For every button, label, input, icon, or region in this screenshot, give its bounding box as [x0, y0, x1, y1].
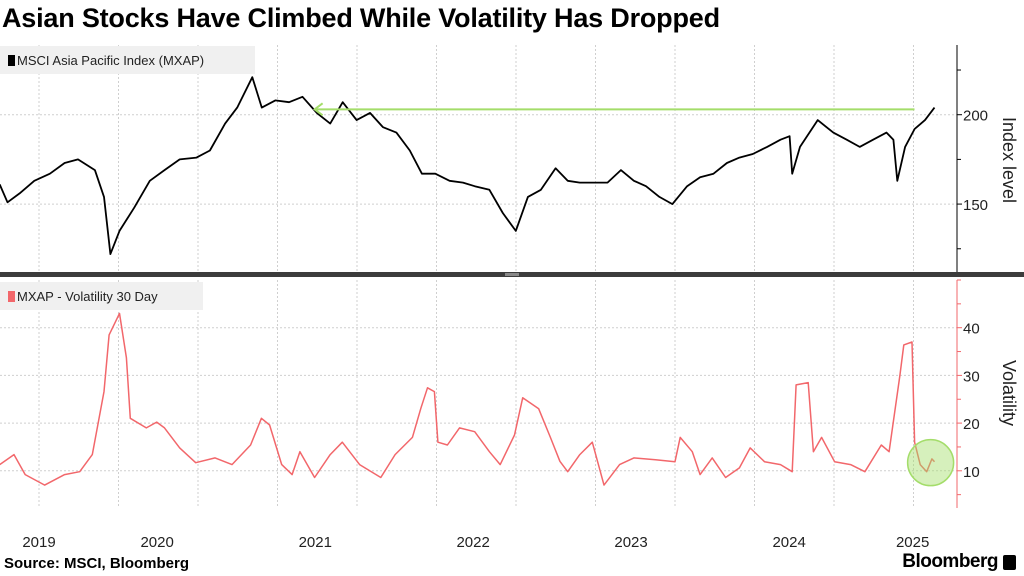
- y-tick-label: 20: [963, 416, 980, 433]
- legend-volatility: MXAP - Volatility 30 Day: [0, 282, 203, 310]
- y-tick-label: 150: [963, 197, 988, 214]
- legend-index: MSCI Asia Pacific Index (MXAP): [0, 46, 255, 74]
- y-tick-label: 200: [963, 108, 988, 125]
- annotation-arrowhead: [312, 102, 324, 117]
- legend-label-index: MSCI Asia Pacific Index (MXAP): [17, 53, 204, 68]
- y-tick-label: 10: [963, 464, 980, 481]
- x-tick-label: 2021: [299, 534, 332, 551]
- legend-swatch-index: [8, 55, 15, 66]
- legend-label-volatility: MXAP - Volatility 30 Day: [17, 289, 158, 304]
- x-tick-label: 2020: [140, 534, 173, 551]
- bloomberg-logo-icon: [1003, 555, 1016, 570]
- legend-swatch-volatility: [8, 291, 15, 302]
- panel-resize-handle[interactable]: [505, 273, 519, 276]
- x-tick-label: 2019: [22, 534, 55, 551]
- x-tick-label: 2022: [456, 534, 489, 551]
- y-axis-title-index: Index level: [999, 117, 1019, 203]
- chart-title: Asian Stocks Have Climbed While Volatili…: [2, 3, 720, 33]
- annotation-circle: [906, 438, 955, 487]
- x-tick-label: 2023: [614, 534, 647, 551]
- series-line-volatility: [0, 312, 936, 486]
- x-tick-label: 2024: [772, 534, 805, 551]
- bloomberg-logo: Bloomberg: [902, 551, 998, 572]
- x-tick-label: 2025: [896, 534, 929, 551]
- source-note: Source: MSCI, Bloomberg: [4, 555, 190, 572]
- y-axis-title-volatility: Volatility: [999, 360, 1019, 426]
- y-tick-label: 40: [963, 321, 980, 338]
- series-line-index: [0, 76, 936, 256]
- y-tick-label: 30: [963, 368, 980, 385]
